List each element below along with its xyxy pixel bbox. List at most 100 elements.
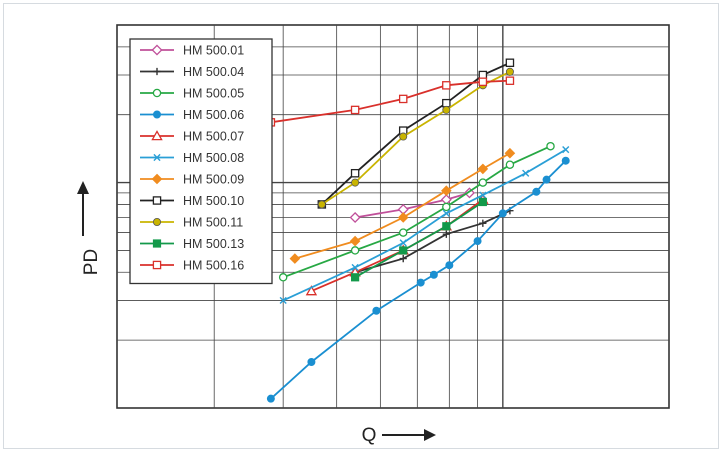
data-point-hm-500-11 <box>351 178 360 187</box>
legend-label-hm-500-10: HM 500.10 <box>183 194 244 208</box>
data-point-hm-500-11 <box>399 132 408 141</box>
series-line-hm-500-11 <box>321 70 511 206</box>
series-line-hm-500-13 <box>354 201 484 279</box>
legend-marker-hm-500-05 <box>152 88 162 98</box>
data-point-hm-500-13 <box>442 222 451 231</box>
legend-marker-hm-500-10 <box>152 196 162 205</box>
data-point-hm-500-06 <box>307 357 316 366</box>
legend-label-hm-500-09: HM 500.09 <box>183 173 244 187</box>
legend-label-hm-500-05: HM 500.05 <box>183 87 244 101</box>
series-hm-500-09 <box>289 147 516 264</box>
data-point-hm-500-06 <box>532 187 541 196</box>
series-hm-500-08 <box>279 146 570 305</box>
legend-entry-hm-500-10: HM 500.10 <box>140 194 244 208</box>
legend-entry-hm-500-08: HM 500.08 <box>140 151 244 165</box>
legend: HM 500.01 HM 500.04 HM 500.05 HM 500.06 HM 5… <box>129 38 273 285</box>
data-point-hm-500-13 <box>478 197 487 207</box>
series-hm-500-05 <box>278 141 555 282</box>
legend-marker-hm-500-06 <box>152 110 161 119</box>
legend-entry-hm-500-04: HM 500.04 <box>140 65 244 79</box>
legend-entry-hm-500-01: HM 500.01 <box>140 44 244 58</box>
data-point-hm-500-13 <box>351 273 360 282</box>
data-point-hm-500-05 <box>505 160 515 169</box>
data-point-hm-500-06 <box>372 306 381 315</box>
legend-label-hm-500-16: HM 500.16 <box>183 259 244 273</box>
data-point-hm-500-04 <box>479 219 487 227</box>
legend-marker-hm-500-13 <box>152 239 162 248</box>
data-point-hm-500-09 <box>349 235 361 247</box>
y-axis-label: PD <box>81 249 102 275</box>
data-point-hm-500-10 <box>442 98 451 108</box>
data-point-hm-500-04 <box>442 230 450 238</box>
data-point-hm-500-16 <box>505 76 515 85</box>
data-point-hm-500-08 <box>479 191 487 199</box>
data-point-hm-500-16 <box>442 81 451 90</box>
legend-marker-hm-500-09 <box>151 173 163 185</box>
data-point-hm-500-16 <box>478 77 488 87</box>
data-point-hm-500-09 <box>441 185 452 197</box>
data-point-hm-500-01 <box>349 211 361 224</box>
legend-marker-hm-500-04 <box>153 67 161 76</box>
data-point-hm-500-11 <box>442 105 451 114</box>
legend-marker-hm-500-07 <box>151 130 163 141</box>
data-point-hm-500-05 <box>350 246 360 255</box>
legend-entry-hm-500-11: HM 500.11 <box>140 216 243 230</box>
data-point-hm-500-11 <box>317 200 326 209</box>
legend-entry-hm-500-07: HM 500.07 <box>140 130 244 144</box>
legend-marker-hm-500-16 <box>152 260 162 270</box>
data-point-hm-500-01 <box>463 187 475 199</box>
data-point-hm-500-13 <box>399 246 408 255</box>
data-point-hm-500-05 <box>442 202 451 212</box>
series-hm-500-06 <box>266 156 570 403</box>
data-point-hm-500-10 <box>505 58 515 68</box>
data-point-hm-500-04 <box>399 254 407 263</box>
series-hm-500-13 <box>351 197 487 282</box>
data-point-hm-500-08 <box>399 239 407 247</box>
legend-label-hm-500-01: HM 500.01 <box>183 44 244 58</box>
series-line-hm-500-09 <box>294 152 511 260</box>
data-point-hm-500-08 <box>522 169 530 177</box>
legend-label-hm-500-08: HM 500.08 <box>183 151 244 165</box>
series-line-hm-500-10 <box>321 61 511 206</box>
series-line-hm-500-16 <box>270 79 510 124</box>
legend-label-hm-500-13: HM 500.13 <box>183 237 244 251</box>
chart: HM 500.01 HM 500.04 HM 500.05 HM 500.06 HM 5… <box>77 24 670 446</box>
data-point-hm-500-06 <box>473 237 482 246</box>
data-point-hm-500-11 <box>505 67 514 76</box>
data-point-hm-500-08 <box>279 296 287 305</box>
series-layer <box>266 58 570 403</box>
data-point-hm-500-09 <box>504 147 516 159</box>
series-hm-500-16 <box>266 76 515 127</box>
legend-label-hm-500-11: HM 500.11 <box>183 216 243 230</box>
chart-frame: HM 500.01 HM 500.04 HM 500.05 HM 500.06 HM 5… <box>3 3 719 449</box>
x-axis-label: Q <box>362 425 377 446</box>
data-point-hm-500-05 <box>546 141 555 151</box>
legend-entry-hm-500-16: HM 500.16 <box>140 259 244 273</box>
data-point-hm-500-06 <box>416 278 425 287</box>
data-point-hm-500-09 <box>477 163 489 175</box>
legend-marker-hm-500-08 <box>153 153 161 162</box>
legend-label-hm-500-07: HM 500.07 <box>183 130 244 144</box>
data-point-hm-500-16 <box>398 94 408 104</box>
data-point-hm-500-09 <box>397 212 409 223</box>
x-axis-arrow <box>382 429 436 441</box>
data-point-hm-500-06 <box>266 394 275 403</box>
legend-label-hm-500-06: HM 500.06 <box>183 108 244 122</box>
data-point-hm-500-06 <box>561 156 570 165</box>
data-point-hm-500-10 <box>350 168 360 178</box>
series-hm-500-04 <box>351 207 514 276</box>
data-point-hm-500-05 <box>478 178 488 187</box>
legend-label-hm-500-04: HM 500.04 <box>183 65 244 79</box>
data-point-hm-500-08 <box>442 209 450 217</box>
legend-entry-hm-500-06: HM 500.06 <box>140 108 244 122</box>
y-axis-arrow <box>77 181 89 236</box>
data-point-hm-500-08 <box>562 146 570 154</box>
data-point-hm-500-07 <box>305 285 318 296</box>
data-point-hm-500-08 <box>351 263 359 272</box>
data-point-hm-500-06 <box>542 175 551 184</box>
data-point-hm-500-16 <box>350 105 360 115</box>
legend-entry-hm-500-13: HM 500.13 <box>140 237 244 251</box>
data-point-hm-500-05 <box>278 273 288 282</box>
legend-entry-hm-500-05: HM 500.05 <box>140 87 244 101</box>
data-point-hm-500-06 <box>445 261 454 270</box>
